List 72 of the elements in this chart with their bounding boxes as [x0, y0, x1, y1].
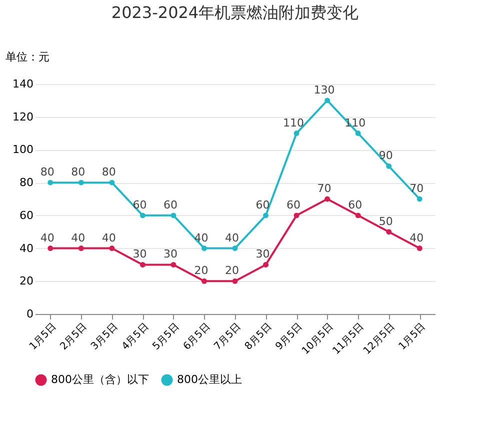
data-label: 80 — [102, 166, 116, 179]
y-tick-label: 0 — [26, 308, 34, 320]
x-tick-label: 2月5日 — [58, 322, 90, 352]
y-tick-label: 80 — [20, 176, 34, 190]
data-label: 60 — [163, 198, 178, 212]
point — [109, 180, 115, 186]
data-label: 30 — [163, 248, 178, 261]
point — [355, 130, 361, 136]
y-tick-label: 140 — [12, 78, 34, 90]
x-tick-label: 7月5日 — [212, 322, 244, 352]
point — [232, 246, 238, 252]
data-label: 60 — [132, 198, 147, 212]
point — [78, 180, 84, 186]
data-label: 70 — [317, 182, 332, 195]
data-label: 40 — [102, 231, 116, 244]
data-label: 30 — [132, 248, 147, 261]
data-label: 20 — [225, 264, 239, 278]
point — [416, 196, 422, 202]
point — [170, 212, 176, 218]
legend-label: 800公里（含）以下 — [51, 373, 149, 386]
chart-title: 2023-2024年机票燃油附加费变化 — [111, 3, 359, 22]
y-tick-label: 120 — [12, 110, 34, 124]
x-tick-label: 1月5日 — [28, 322, 59, 352]
point — [140, 262, 146, 268]
data-label: 20 — [194, 264, 208, 278]
data-label: 40 — [40, 231, 54, 244]
point — [324, 98, 330, 104]
point — [48, 246, 54, 252]
data-label: 60 — [348, 198, 362, 212]
y-axis-title: 单位：元 — [6, 50, 50, 64]
data-label: 30 — [256, 248, 270, 261]
x-tick-label: 6月5日 — [182, 322, 213, 352]
point — [140, 212, 146, 218]
point — [201, 278, 207, 284]
data-label: 60 — [256, 198, 270, 212]
data-label: 40 — [225, 231, 239, 244]
legend-label: 800公里以上 — [177, 373, 242, 386]
point — [355, 212, 361, 218]
point — [109, 246, 115, 252]
data-label: 80 — [40, 166, 54, 179]
point — [386, 229, 392, 235]
data-label: 70 — [410, 182, 424, 195]
data-label: 80 — [71, 166, 86, 179]
point — [386, 163, 392, 169]
point — [294, 130, 300, 136]
point — [232, 278, 238, 284]
data-label: 110 — [283, 116, 304, 130]
data-label: 90 — [378, 149, 393, 162]
data-label: 40 — [410, 231, 424, 244]
point — [48, 180, 54, 186]
point — [416, 246, 422, 252]
x-tick-label: 5月5日 — [150, 322, 182, 352]
data-label: 50 — [378, 214, 393, 228]
point — [324, 196, 330, 202]
y-tick-label: 60 — [20, 208, 34, 222]
data-label: 40 — [71, 231, 86, 244]
point — [294, 212, 300, 218]
point — [263, 262, 269, 268]
x-tick-label: 1月5日 — [396, 322, 428, 352]
point — [78, 246, 84, 252]
point — [201, 246, 207, 252]
x-tick-label: 4月5日 — [120, 322, 151, 352]
point — [263, 212, 269, 218]
y-tick-label: 100 — [12, 143, 34, 156]
data-label: 40 — [194, 231, 208, 244]
x-tick-label: 3月5日 — [89, 322, 120, 352]
point — [170, 262, 176, 268]
data-label: 60 — [286, 198, 301, 212]
data-label: 130 — [314, 83, 335, 96]
x-tick-label: 8月5日 — [243, 322, 274, 352]
y-tick-label: 20 — [20, 274, 34, 288]
y-tick-label: 40 — [20, 242, 34, 255]
